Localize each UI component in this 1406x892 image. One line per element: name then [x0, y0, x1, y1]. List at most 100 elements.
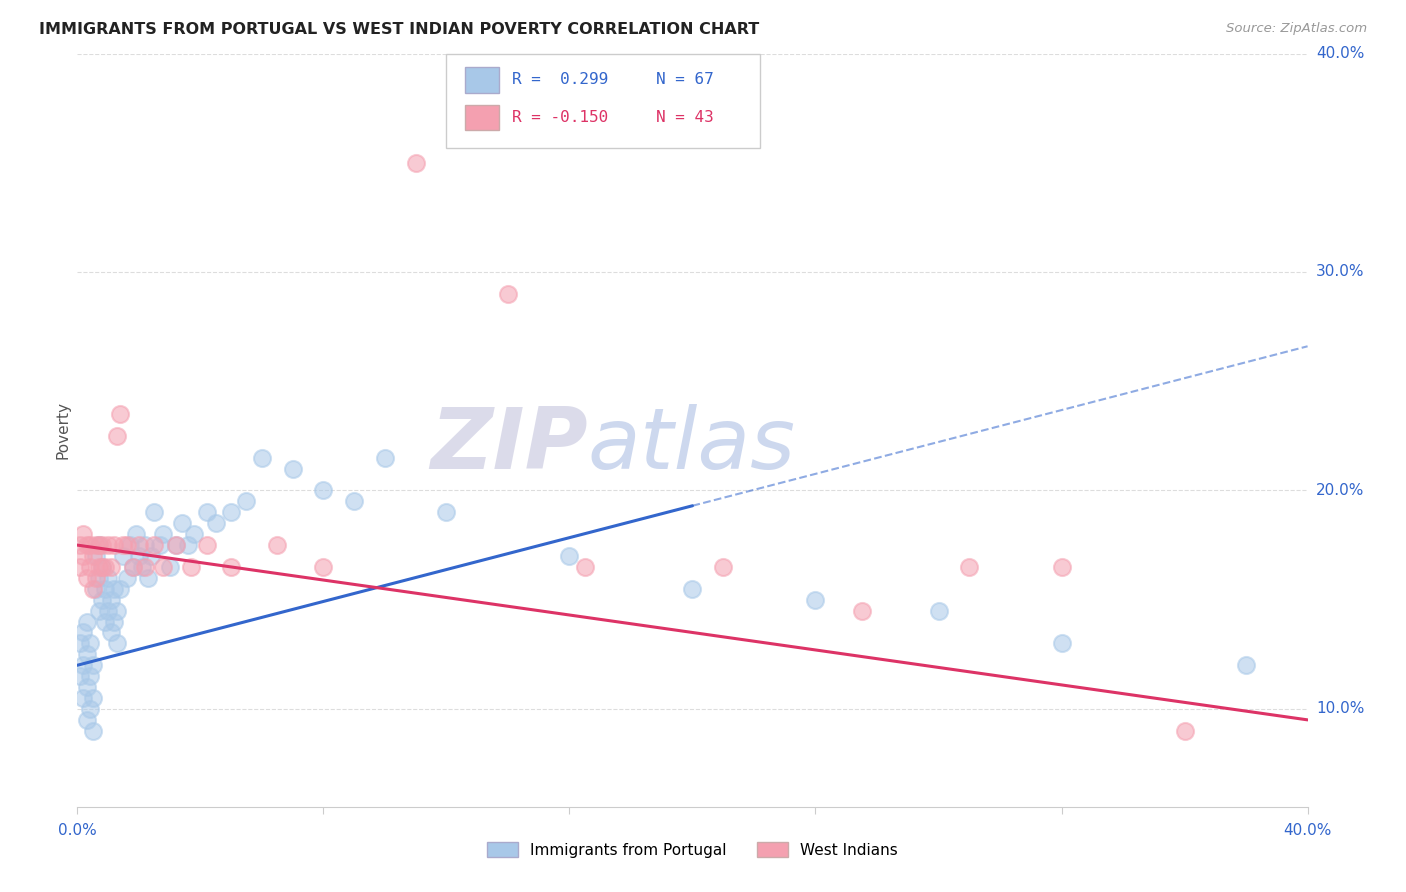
Point [1174, 723, 1197, 738]
FancyBboxPatch shape [465, 68, 499, 93]
Point [84, 538, 107, 552]
Point [141, 549, 163, 563]
Point [804, 592, 827, 607]
Text: 30.0%: 30.0% [1316, 265, 1364, 279]
Point [97, 538, 120, 552]
Point [134, 538, 156, 552]
Point [79, 538, 101, 552]
Point [110, 407, 132, 421]
Y-axis label: Poverty: Poverty [55, 401, 70, 459]
Point [180, 560, 202, 574]
Point [82, 658, 104, 673]
Text: N = 43: N = 43 [655, 110, 713, 125]
Point [436, 505, 458, 519]
Point [82, 582, 104, 596]
Point [84, 582, 107, 596]
Point [343, 494, 366, 508]
Point [87, 571, 110, 585]
Point [87, 560, 110, 574]
Point [97, 571, 120, 585]
Legend: Immigrants from Portugal, West Indians: Immigrants from Portugal, West Indians [481, 836, 904, 863]
Point [115, 538, 138, 552]
Point [105, 636, 128, 650]
Point [79, 669, 101, 683]
Point [851, 604, 873, 618]
Point [100, 625, 122, 640]
Point [69, 669, 91, 683]
Point [574, 560, 596, 574]
Point [711, 560, 734, 574]
Point [82, 691, 104, 706]
Point [79, 636, 101, 650]
Point [87, 604, 110, 618]
Point [131, 560, 153, 574]
Point [76, 680, 98, 694]
Point [82, 549, 104, 563]
Point [134, 560, 156, 574]
Point [69, 636, 91, 650]
Point [69, 560, 91, 574]
Point [112, 549, 135, 563]
Point [90, 592, 114, 607]
Point [90, 560, 114, 574]
Point [312, 483, 335, 498]
Point [94, 560, 117, 574]
Text: R =  0.299: R = 0.299 [512, 72, 607, 87]
Text: 40.0%: 40.0% [1284, 823, 1331, 838]
Point [682, 582, 704, 596]
Point [103, 538, 125, 552]
Point [1234, 658, 1257, 673]
Point [97, 604, 120, 618]
Point [76, 615, 98, 629]
Point [136, 571, 159, 585]
Point [195, 538, 218, 552]
Point [90, 538, 114, 552]
Point [87, 538, 110, 552]
Point [125, 527, 148, 541]
Text: 20.0%: 20.0% [1316, 483, 1364, 498]
Point [405, 155, 427, 169]
Point [1050, 560, 1073, 574]
FancyBboxPatch shape [447, 54, 761, 148]
Point [94, 582, 117, 596]
Text: 40.0%: 40.0% [1316, 46, 1364, 61]
Text: ZIP: ZIP [430, 404, 588, 487]
Point [165, 538, 187, 552]
Point [115, 571, 138, 585]
Point [165, 538, 187, 552]
Point [87, 538, 110, 552]
Point [152, 560, 174, 574]
Point [143, 505, 166, 519]
Point [100, 592, 122, 607]
Text: 10.0%: 10.0% [1316, 701, 1364, 716]
Point [219, 560, 242, 574]
Point [152, 527, 174, 541]
Point [312, 560, 335, 574]
Point [928, 604, 950, 618]
Point [183, 527, 205, 541]
Point [250, 450, 273, 465]
Point [72, 658, 94, 673]
Point [496, 286, 519, 301]
Point [128, 538, 150, 552]
Point [195, 505, 218, 519]
Point [72, 625, 94, 640]
Point [159, 560, 181, 574]
Point [94, 615, 117, 629]
Point [219, 505, 242, 519]
Point [118, 538, 141, 552]
Point [105, 429, 128, 443]
Point [100, 560, 122, 574]
Point [128, 549, 150, 563]
Point [112, 538, 135, 552]
Point [177, 538, 200, 552]
Point [103, 615, 125, 629]
Text: IMMIGRANTS FROM PORTUGAL VS WEST INDIAN POVERTY CORRELATION CHART: IMMIGRANTS FROM PORTUGAL VS WEST INDIAN … [39, 22, 759, 37]
Point [76, 571, 98, 585]
Text: 0.0%: 0.0% [58, 823, 97, 838]
Point [72, 527, 94, 541]
Point [266, 538, 288, 552]
Point [82, 723, 104, 738]
Point [121, 560, 143, 574]
Point [143, 538, 166, 552]
